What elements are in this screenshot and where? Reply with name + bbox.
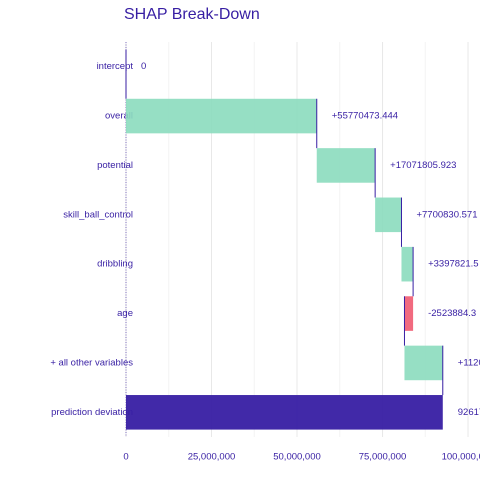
value-label: 0: [141, 61, 146, 72]
x-tick-label: 75,000,000: [359, 452, 407, 463]
bar: [375, 197, 402, 233]
category-label: + all other variables: [50, 357, 133, 368]
value-label: +7700830.571: [416, 209, 477, 220]
category-label: dribbling: [97, 259, 133, 270]
x-tick-label: 25,000,000: [188, 452, 236, 463]
category-label: intercept: [97, 61, 134, 72]
value-label: +3397821.5: [428, 259, 478, 270]
bar: [404, 345, 443, 381]
x-tick-label: 100,000,000: [442, 452, 480, 463]
category-label: potential: [97, 160, 133, 171]
x-tick-label: 50,000,000: [273, 452, 321, 463]
value-label: +11200000: [458, 357, 480, 368]
value-label: -2523884.3: [428, 308, 476, 319]
chart-title: SHAP Break-Down: [124, 6, 260, 23]
category-label: overall: [105, 111, 133, 122]
x-tick-label: 0: [123, 452, 128, 463]
category-label: age: [117, 308, 133, 319]
bar: [126, 98, 317, 134]
value-label: +17071805.923: [390, 160, 456, 171]
bar: [316, 148, 376, 183]
bar: [404, 296, 414, 331]
bar: [401, 246, 414, 282]
category-label: prediction deviation: [51, 407, 133, 418]
bar: [126, 395, 443, 430]
value-label: +55770473.444: [332, 111, 398, 122]
category-label: skill_ball_control: [63, 209, 133, 220]
value-label: 92617047.138: [458, 407, 480, 418]
